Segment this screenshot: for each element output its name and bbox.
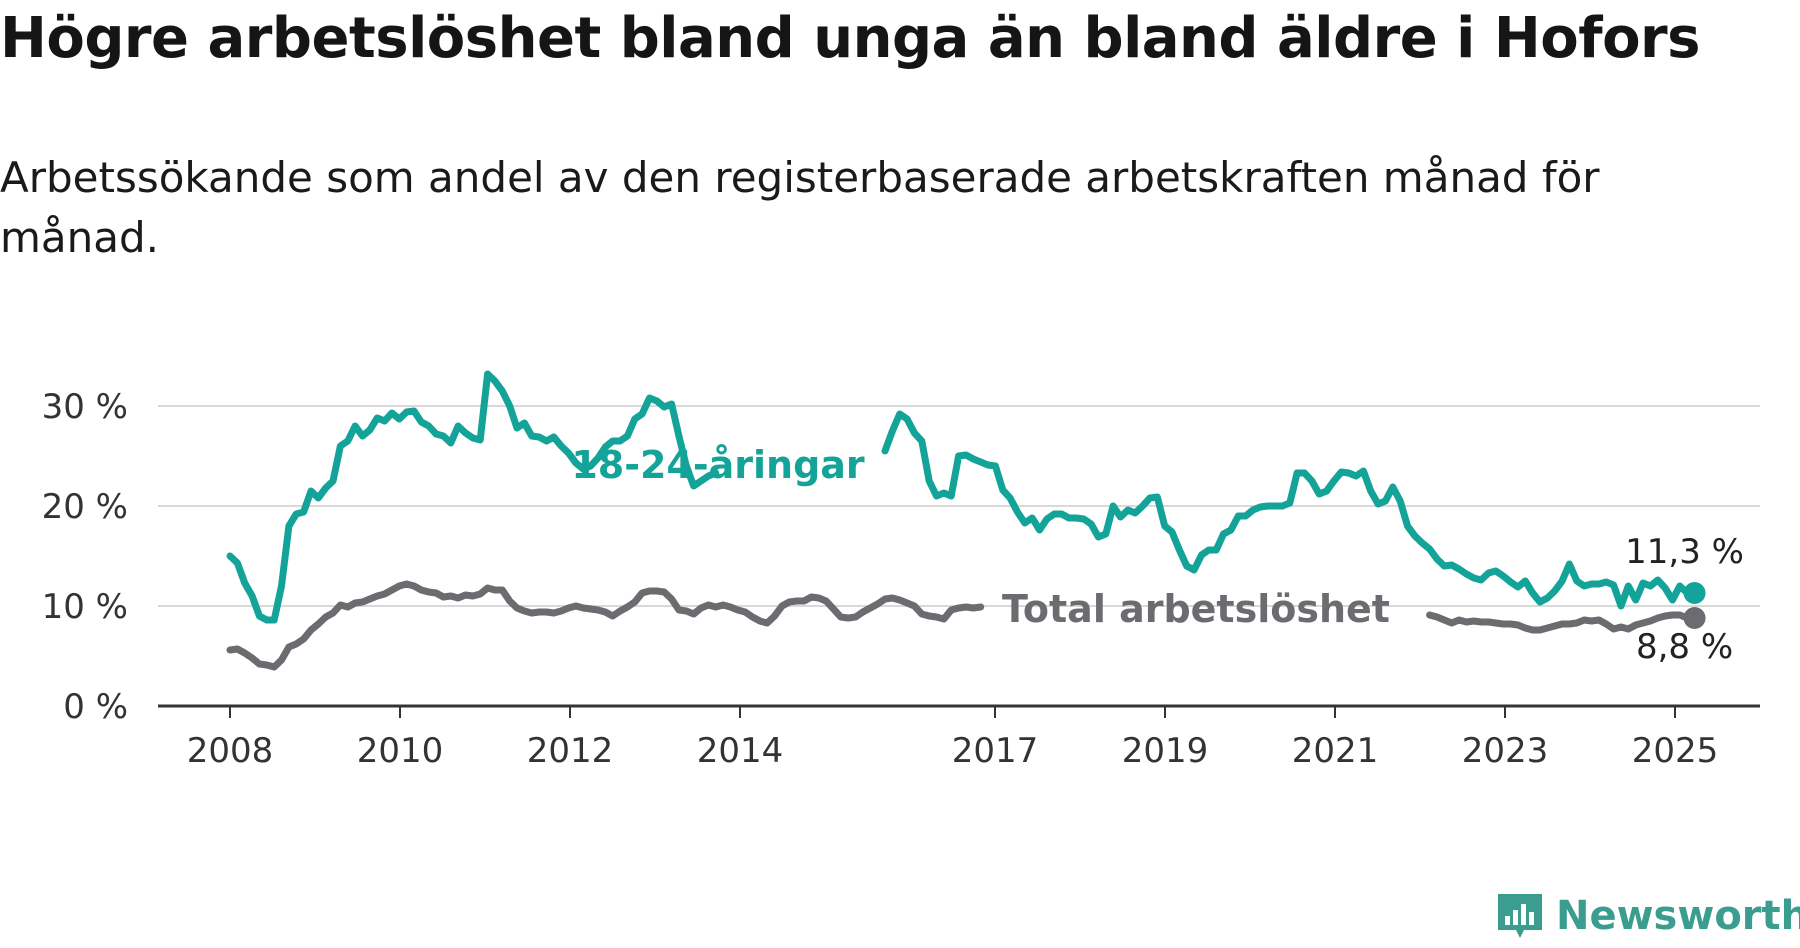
series-end-label-0: 11,3 % [1625,532,1744,572]
series-label-1: Total arbetslöshet [1002,587,1390,631]
x-tick-label: 2008 [187,731,274,771]
y-tick-label: 10 % [42,587,128,627]
newsworthy-bar-chart-icon [1498,894,1542,938]
y-tick-label: 30 % [42,387,128,427]
series-end-dot-0 [1683,582,1706,604]
x-tick-label: 2023 [1462,731,1549,771]
y-tick-label: 0 % [63,687,128,727]
x-tick-label: 2012 [527,731,614,771]
gridlines [158,405,1760,607]
brand-name: Newsworthy [1556,893,1800,939]
newsworthy-logo[interactable]: Newsworthy [1494,888,1800,944]
series-end-label-1: 8,8 % [1636,627,1733,667]
series-line-0 [226,370,1699,624]
x-axis: 2008 2010 2012 2014 2017 2019 2021 2023 2025 [158,704,1760,771]
x-tick-label: 2019 [1122,731,1209,771]
chart-title: Högre arbetslöshet bland unga än bland ä… [0,6,1700,71]
x-tick-label: 2017 [952,731,1039,771]
series-end-dot-1 [1683,607,1706,629]
chart-subtitle: Arbetssökande som andel av den registerb… [0,153,1600,262]
y-tick-label: 20 % [42,487,128,527]
x-tick-label: 2025 [1632,731,1719,771]
series-line-1 [226,580,1699,671]
series-label-0: 18-24-åringar [571,443,865,487]
y-axis: 0 % 10 % 20 % 30 % [42,387,128,727]
series-labels: 18-24-åringar 11,3 % Total arbetslöshet 8,8… [571,443,1744,667]
x-tick-label: 2010 [357,731,444,771]
x-tick-label: 2014 [697,731,784,771]
x-tick-label: 2021 [1292,731,1379,771]
series-lines [226,370,1706,671]
